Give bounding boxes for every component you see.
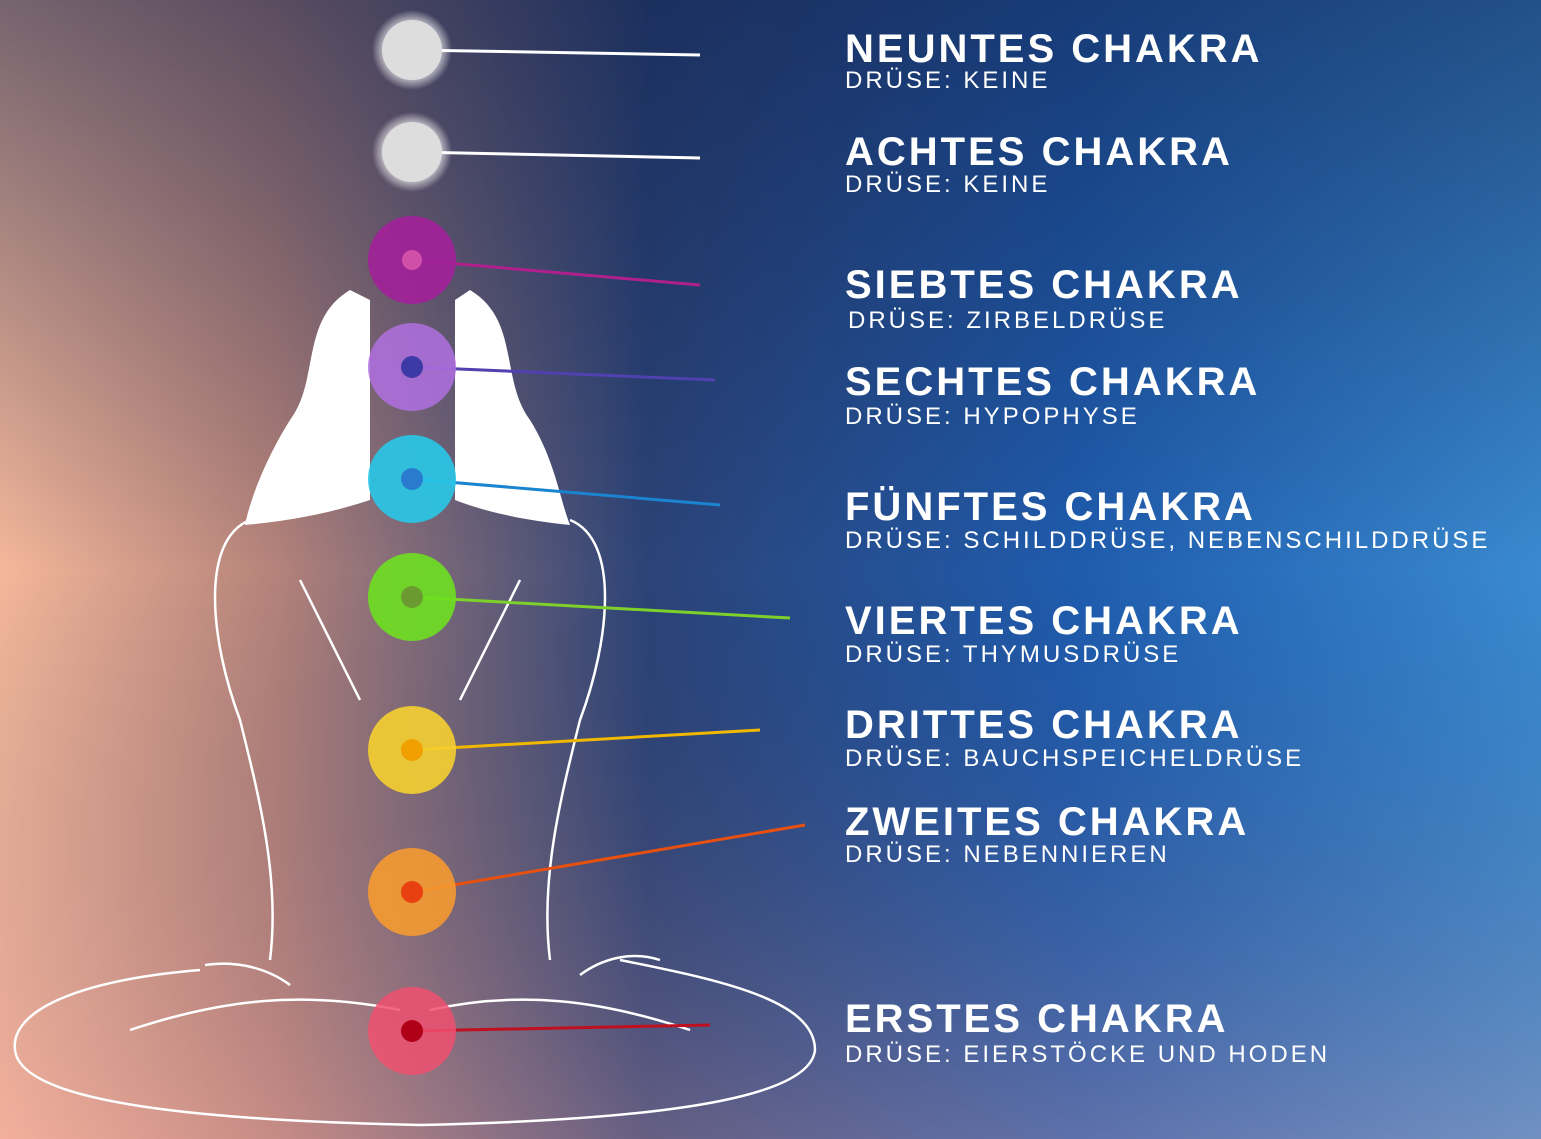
- chakra-name: VIERTES CHAKRA: [845, 599, 1243, 643]
- chakra-gland: DRÜSE: HYPOPHYSE: [845, 403, 1140, 430]
- chakra-core: [401, 468, 423, 490]
- chakra-core: [401, 1020, 423, 1042]
- background-shade: [0, 0, 1541, 1139]
- chakra-dot: [382, 20, 442, 80]
- chakra-core: [402, 250, 422, 270]
- chakra-dot: [382, 122, 442, 182]
- chakra-name: SECHTES CHAKRA: [845, 360, 1260, 404]
- chakra-name: ZWEITES CHAKRA: [845, 800, 1249, 844]
- chakra-gland: DRÜSE: KEINE: [845, 67, 1050, 94]
- chakra-gland: DRÜSE: THYMUSDRÜSE: [845, 641, 1181, 668]
- chakra-core: [401, 739, 423, 761]
- chakra-name: ACHTES CHAKRA: [845, 130, 1233, 174]
- chakra-gland: DRÜSE: KEINE: [845, 171, 1050, 198]
- chakra-gland: DRÜSE: NEBENNIEREN: [845, 841, 1170, 868]
- chakra-gland: DRÜSE: ZIRBELDRÜSE: [848, 307, 1167, 334]
- chakra-name: ERSTES CHAKRA: [845, 997, 1228, 1041]
- chakra-gland: DRÜSE: SCHILDDRÜSE, NEBENSCHILDDRÜSE: [845, 527, 1490, 554]
- chakra-name: DRITTES CHAKRA: [845, 703, 1243, 747]
- chakra-core: [401, 586, 423, 608]
- chakra-core: [401, 356, 423, 378]
- infographic: NEUNTES CHAKRA DRÜSE: KEINE ACHTES CHAKR…: [0, 0, 1541, 1139]
- chakra-core: [401, 881, 423, 903]
- chakra-name: SIEBTES CHAKRA: [845, 263, 1243, 307]
- chakra-gland: DRÜSE: EIERSTÖCKE UND HODEN: [845, 1041, 1330, 1068]
- chakra-gland: DRÜSE: BAUCHSPEICHELDRÜSE: [845, 745, 1304, 772]
- chakra-name: FÜNFTES CHAKRA: [845, 484, 1256, 529]
- chakra-name: NEUNTES CHAKRA: [845, 27, 1263, 71]
